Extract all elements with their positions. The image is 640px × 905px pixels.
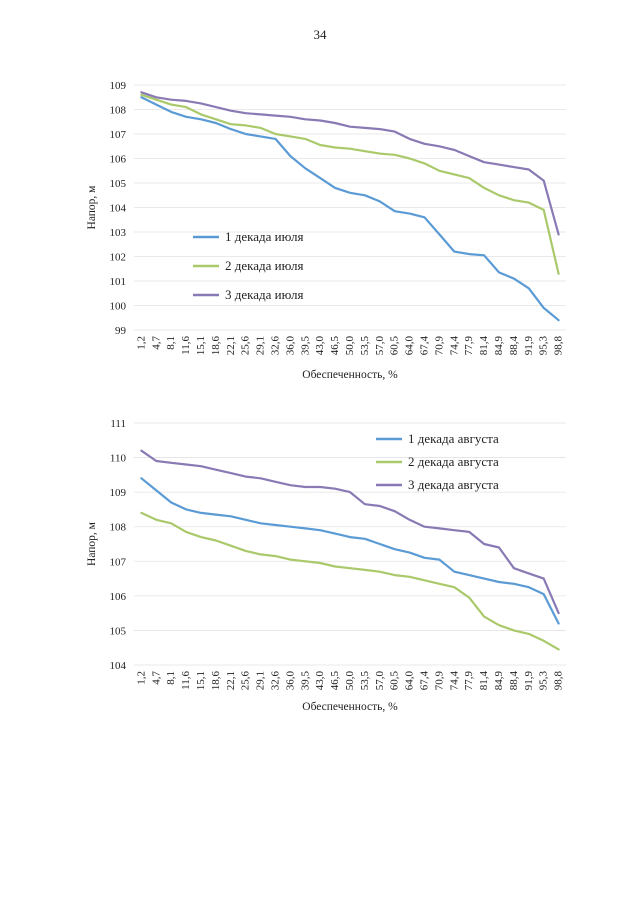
x-tick-label: 18,6 [210, 336, 222, 356]
x-tick-label: 43,0 [314, 336, 326, 356]
x-tick-label: 25,6 [240, 671, 252, 691]
x-tick-label: 22,1 [225, 671, 237, 690]
x-tick-label: 50,0 [344, 336, 356, 356]
x-tick-label: 77,9 [463, 336, 475, 356]
x-tick-label: 11,6 [180, 671, 192, 690]
x-tick-label: 98,8 [553, 671, 565, 691]
x-tick-label: 70,9 [433, 671, 445, 691]
x-tick-label: 8,1 [165, 336, 177, 350]
x-tick-label: 15,1 [195, 671, 207, 690]
series-line-2 [140, 93, 560, 275]
x-tick-label: 32,6 [270, 336, 282, 356]
x-tick-label: 39,5 [299, 336, 311, 356]
x-tick-label: 88,4 [508, 336, 520, 356]
y-tick-label: 104 [110, 660, 127, 672]
y-axis-title: Напор, м [86, 521, 98, 566]
x-tick-label: 1,2 [135, 671, 147, 685]
x-tick-label: 84,9 [493, 336, 505, 356]
x-tick-label: 4,7 [150, 336, 162, 350]
x-tick-label: 53,5 [359, 336, 371, 356]
x-tick-label: 36,0 [284, 671, 296, 691]
x-tick-label: 18,6 [210, 671, 222, 691]
x-tick-label: 36,0 [284, 336, 296, 356]
x-tick-label: 81,4 [478, 671, 490, 691]
x-tick-label: 46,5 [329, 671, 341, 691]
x-tick-label: 95,3 [538, 336, 550, 356]
y-tick-label: 106 [110, 154, 127, 166]
x-tick-label: 95,3 [538, 671, 550, 691]
x-tick-label: 15,1 [195, 336, 207, 355]
legend-label: 2 декада июля [225, 258, 303, 273]
x-tick-label: 1,2 [135, 336, 147, 350]
x-tick-label: 57,0 [374, 336, 386, 356]
y-tick-label: 105 [110, 178, 127, 190]
x-axis-title: Обеспеченность, % [302, 369, 398, 381]
x-tick-label: 98,8 [553, 336, 565, 356]
x-tick-label: 43,0 [314, 671, 326, 691]
y-tick-label: 108 [110, 105, 127, 117]
legend-label: 1 декада августа [408, 431, 499, 446]
series-line-2 [140, 511, 560, 651]
x-tick-label: 91,9 [523, 671, 535, 691]
x-tick-label: 4,7 [150, 671, 162, 685]
x-tick-label: 64,0 [404, 671, 416, 691]
x-tick-label: 70,9 [433, 336, 445, 356]
x-tick-label: 84,9 [493, 671, 505, 691]
x-tick-label: 25,6 [240, 336, 252, 356]
x-tick-label: 60,5 [389, 336, 401, 356]
y-tick-label: 104 [110, 203, 127, 215]
x-tick-label: 67,4 [418, 336, 430, 356]
y-axis-title: Напор, м [86, 185, 98, 230]
series-line-3 [140, 91, 560, 236]
x-tick-label: 50,0 [344, 671, 356, 691]
legend-label: 2 декада августа [408, 454, 499, 469]
page-number: 34 [313, 27, 327, 42]
x-tick-label: 29,1 [255, 671, 267, 690]
y-tick-label: 106 [110, 591, 127, 603]
chart-2: 104 105 106 107 108 109 110 111 1,2 4,7 8,1 11,6 15,… [86, 418, 566, 713]
y-tick-label: 109 [110, 487, 127, 499]
x-tick-label: 88,4 [508, 671, 520, 691]
y-tick-label: 110 [110, 453, 127, 465]
x-tick-label: 22,1 [225, 336, 237, 355]
x-tick-label: 39,5 [299, 671, 311, 691]
y-tick-label: 99 [115, 325, 127, 337]
x-tick-label: 32,6 [270, 671, 282, 691]
series-line-1 [140, 477, 560, 625]
series-line-3 [140, 449, 560, 615]
y-tick-label: 108 [110, 522, 127, 534]
y-tick-label: 103 [110, 227, 127, 239]
y-tick-label: 109 [110, 80, 127, 92]
y-tick-label: 105 [110, 625, 127, 637]
y-tick-label: 101 [110, 276, 127, 288]
x-tick-label: 60,5 [389, 671, 401, 691]
x-tick-label: 53,5 [359, 671, 371, 691]
x-tick-label: 29,1 [255, 336, 267, 355]
y-tick-label: 102 [110, 252, 127, 264]
x-tick-label: 57,0 [374, 671, 386, 691]
x-tick-label: 74,4 [448, 336, 460, 356]
x-tick-label: 81,4 [478, 336, 490, 356]
x-tick-label: 77,9 [463, 671, 475, 691]
x-tick-label: 91,9 [523, 336, 535, 356]
legend-label: 1 декада июля [225, 229, 303, 244]
x-tick-label: 8,1 [165, 671, 177, 685]
y-tick-label: 100 [110, 301, 127, 313]
y-tick-label: 107 [110, 129, 127, 141]
series-line-1 [140, 96, 560, 322]
legend-label: 3 декада августа [408, 477, 499, 492]
x-tick-label: 67,4 [418, 671, 430, 691]
x-tick-label: 46,5 [329, 336, 341, 356]
y-tick-label: 107 [110, 556, 127, 568]
chart-1: 99 100 101 102 103 104 105 106 107 108 109 1,2 4,7 8,… [86, 80, 566, 381]
legend-label: 3 декада июля [225, 287, 303, 302]
x-tick-label: 74,4 [448, 671, 460, 691]
x-tick-label: 11,6 [180, 336, 192, 355]
x-axis-title: Обеспеченность, % [302, 701, 398, 713]
x-tick-label: 64,0 [404, 336, 416, 356]
y-tick-label: 111 [110, 418, 126, 430]
